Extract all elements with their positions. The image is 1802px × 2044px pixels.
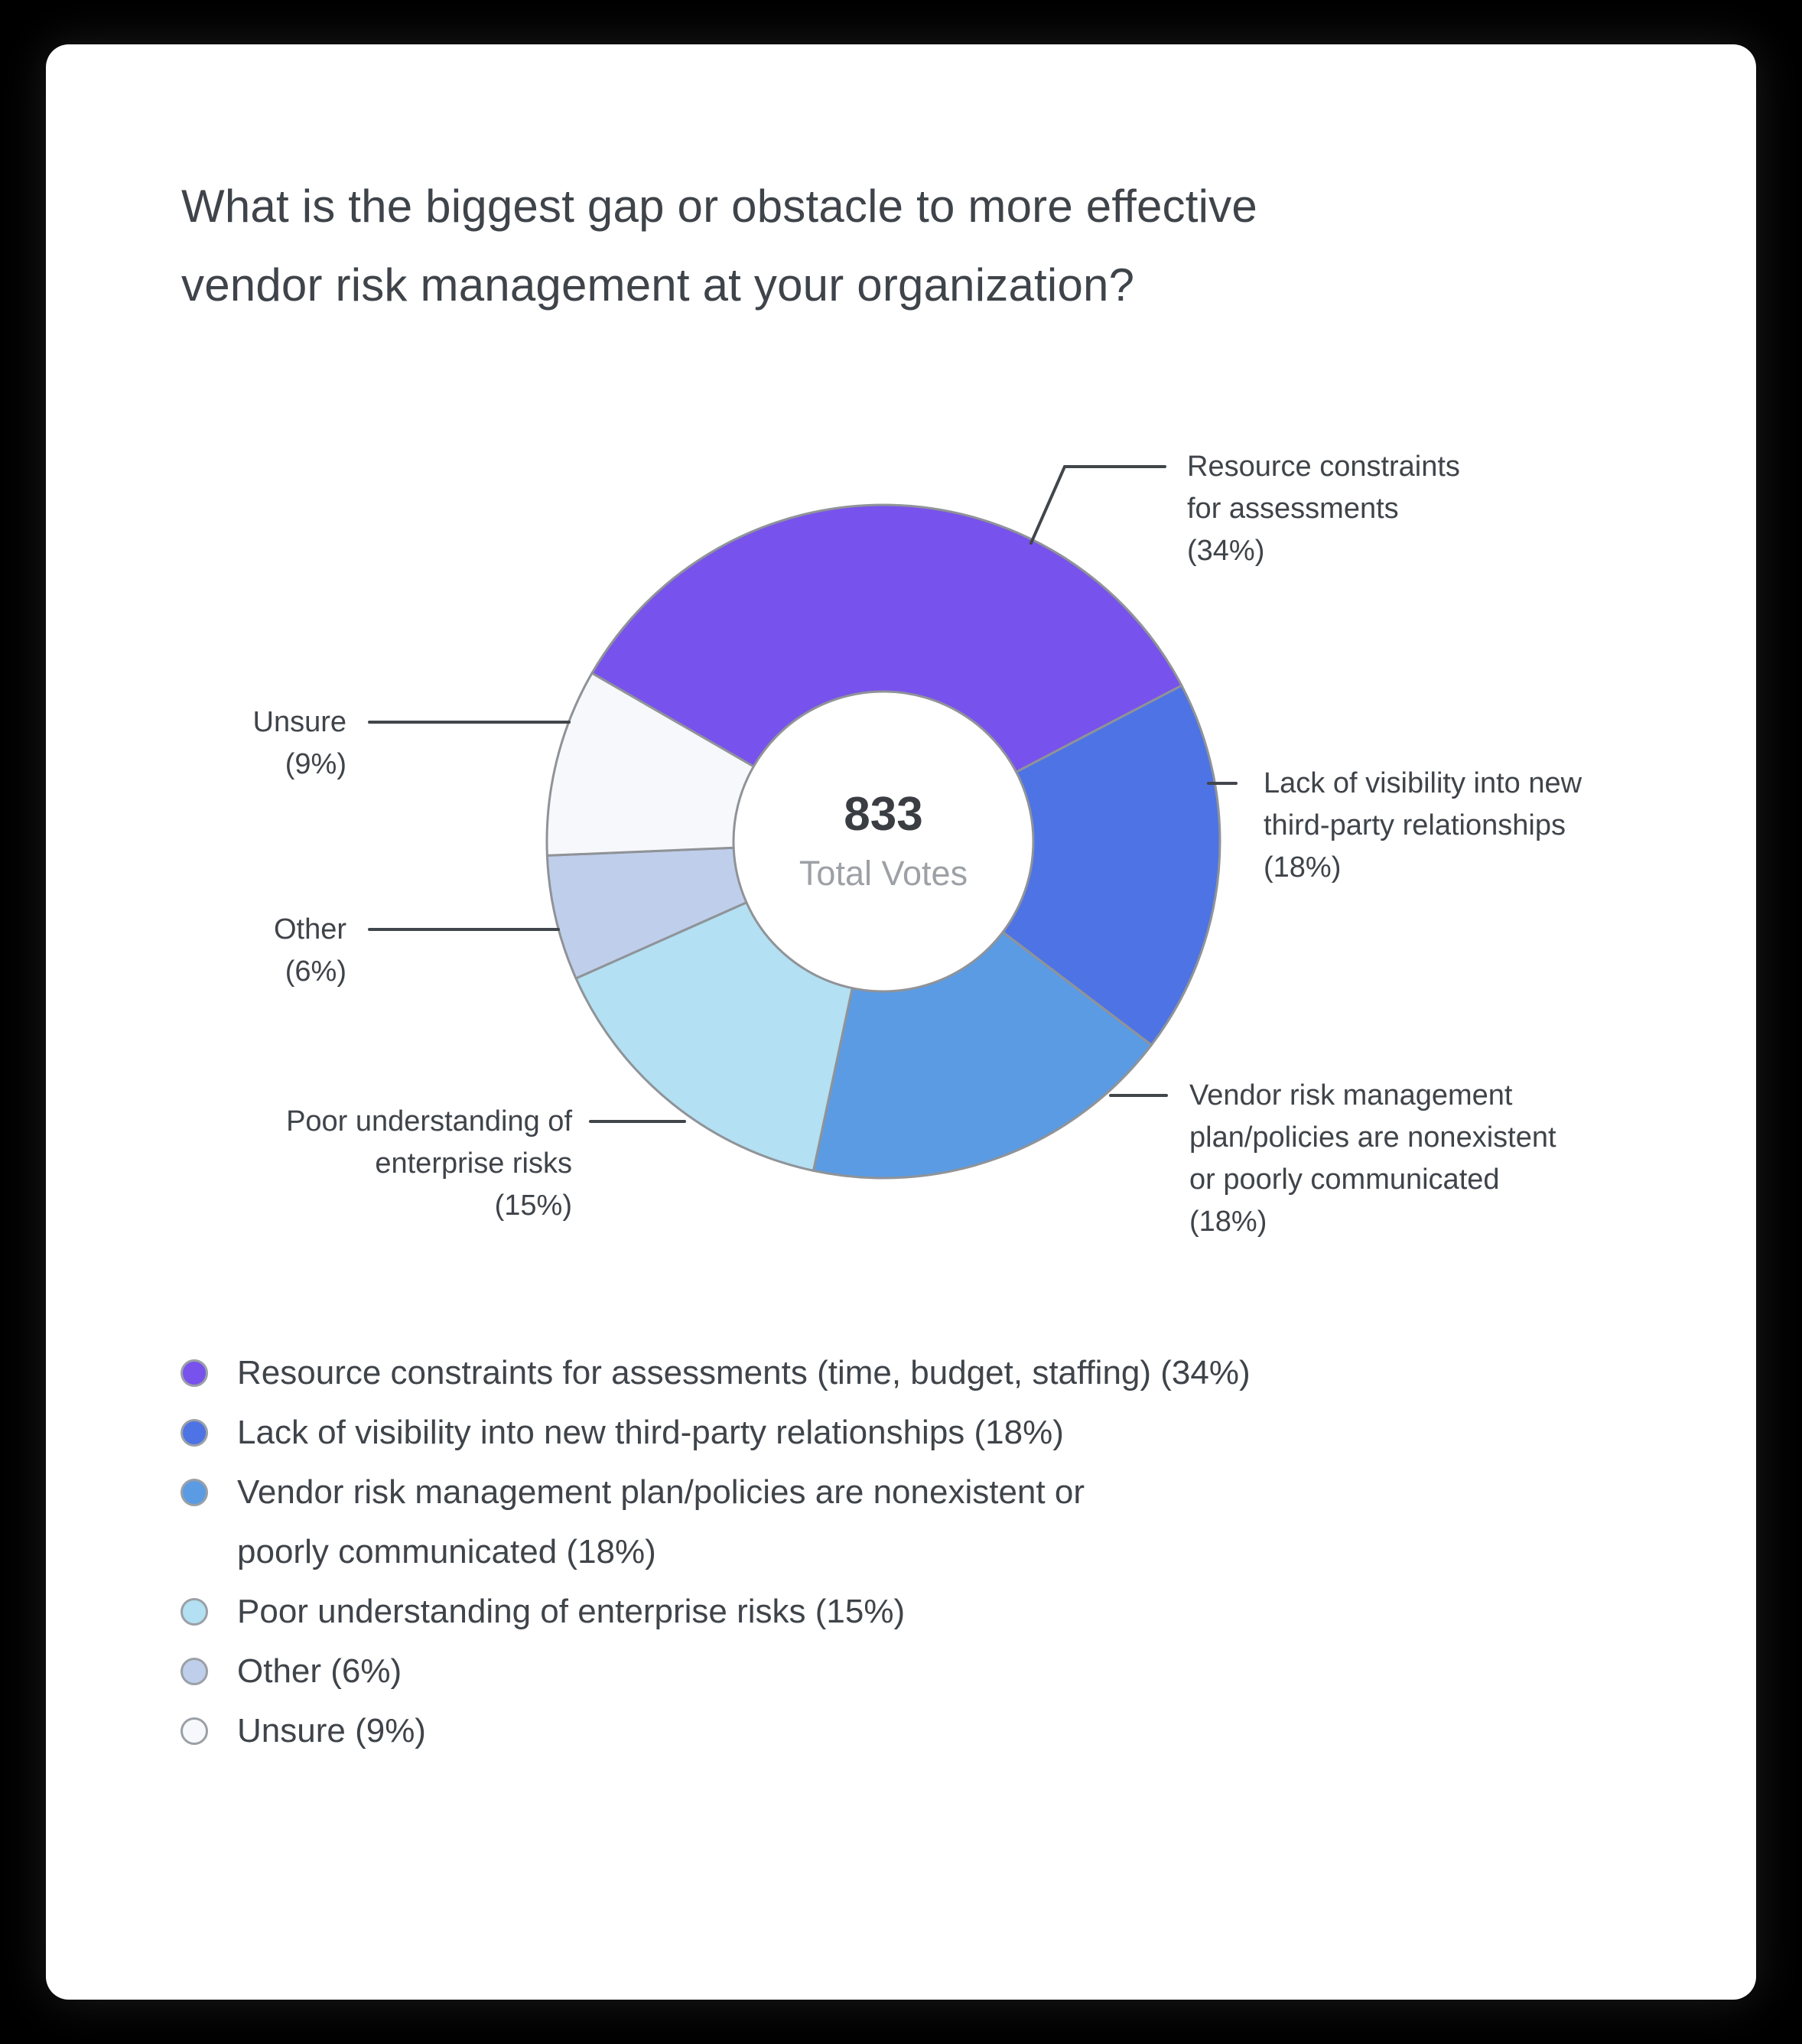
legend-swatch-icon bbox=[181, 1479, 208, 1506]
legend-swatch-icon bbox=[181, 1359, 208, 1387]
legend-item-4: Other (6%) bbox=[181, 1642, 1251, 1701]
callout-line-0 bbox=[1029, 465, 1166, 545]
legend-item-0: Resource constraints for assessments (ti… bbox=[181, 1343, 1251, 1403]
question-title: What is the biggest gap or obstacle to m… bbox=[181, 167, 1257, 324]
segment-callout-label-3: Poor understanding of enterprise risks (… bbox=[286, 1105, 572, 1222]
legend-item-1: Lack of visibility into new third-party … bbox=[181, 1403, 1251, 1463]
question-title-line-1: What is the biggest gap or obstacle to m… bbox=[181, 181, 1257, 232]
donut-segment-5[interactable] bbox=[545, 672, 755, 857]
donut-segment-1[interactable] bbox=[1001, 684, 1221, 1046]
donut-center: 833 Total Votes bbox=[692, 773, 1075, 910]
segment-callout-label-0: Resource constraints for assessments (34… bbox=[1187, 450, 1460, 567]
segment-callout-label-1: Lack of visibility into new third-party … bbox=[1264, 766, 1582, 884]
legend-label: Unsure (9%) bbox=[237, 1712, 426, 1749]
legend-item-3: Poor understanding of enterprise risks (… bbox=[181, 1582, 1251, 1642]
chart-legend: Resource constraints for assessments (ti… bbox=[181, 1343, 1251, 1761]
segment-callout-label-5: Unsure (9%) bbox=[252, 705, 347, 780]
total-votes-caption: Total Votes bbox=[799, 854, 968, 893]
total-votes-value: 833 bbox=[844, 788, 923, 841]
segment-callout-label-2: Vendor risk management plan/policies are… bbox=[1189, 1079, 1556, 1238]
segment-callout-label-4: Other (6%) bbox=[273, 913, 346, 988]
donut-segment-2[interactable] bbox=[812, 931, 1153, 1180]
legend-label: Vendor risk management plan/policies are… bbox=[237, 1473, 1085, 1570]
legend-swatch-icon bbox=[181, 1419, 208, 1447]
legend-label: Poor understanding of enterprise risks (… bbox=[237, 1593, 906, 1630]
question-title-line-2: vendor risk management at your organizat… bbox=[181, 259, 1135, 311]
donut-segment-3[interactable] bbox=[574, 901, 854, 1172]
legend-label: Other (6%) bbox=[237, 1652, 402, 1690]
legend-swatch-icon bbox=[181, 1717, 208, 1745]
legend-item-2: Vendor risk management plan/policies are… bbox=[181, 1463, 1251, 1582]
legend-item-5: Unsure (9%) bbox=[181, 1701, 1251, 1761]
legend-swatch-icon bbox=[181, 1658, 208, 1685]
legend-swatch-icon bbox=[181, 1598, 208, 1626]
legend-label: Lack of visibility into new third-party … bbox=[237, 1414, 1064, 1451]
legend-label: Resource constraints for assessments (ti… bbox=[237, 1354, 1251, 1391]
donut-segment-0[interactable] bbox=[590, 503, 1183, 773]
